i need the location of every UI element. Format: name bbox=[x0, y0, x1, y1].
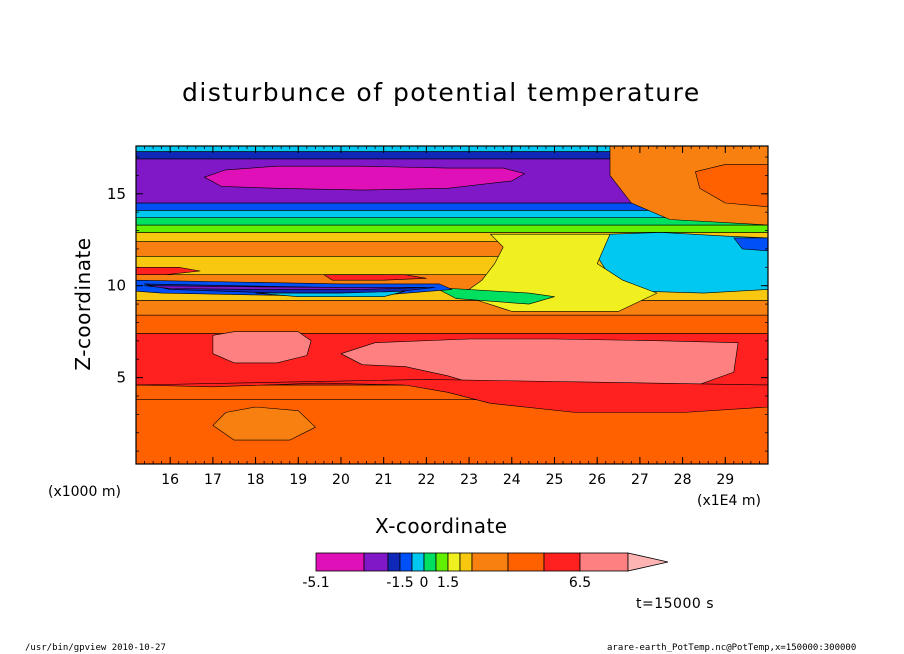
contour-patch-right-blue bbox=[733, 237, 768, 252]
colorbar: -5.1 -1.5 0 1.5 6.5 bbox=[302, 552, 669, 591]
colorbar-box-12 bbox=[579, 552, 629, 572]
x-tick-label-18: 18 bbox=[247, 472, 265, 488]
axis-ticks: 16 17 18 19 20 21 22 23 24 25 26 27 28 29 5 10 15 bbox=[107, 146, 769, 488]
footer-left: /usr/bin/gpview 2010-10-27 bbox=[25, 643, 166, 653]
x-tick-label-20: 20 bbox=[332, 472, 350, 488]
contour-band-3 bbox=[136, 314, 768, 334]
chart-title: disturbunce of potential temperature bbox=[182, 78, 701, 107]
x-axis-unit-left: (x1000 m) bbox=[48, 484, 121, 500]
contour-patch-upper-right-warm bbox=[695, 164, 768, 207]
contour-patch-left-red-strip bbox=[136, 266, 201, 276]
colorbar-box-5 bbox=[423, 552, 437, 572]
colorbar-box-6 bbox=[435, 552, 449, 572]
contour-patch-mid-green bbox=[434, 287, 555, 305]
contour-patch-mid-cyan-lens bbox=[255, 290, 406, 298]
x-tick-label-28: 28 bbox=[674, 472, 692, 488]
colorbar-label-0: -5.1 bbox=[302, 575, 329, 591]
colorbar-box-4 bbox=[411, 552, 425, 572]
colorbar-label-3: 1.5 bbox=[437, 575, 459, 591]
x-tick-label-26: 26 bbox=[588, 472, 606, 488]
x-tick-label-25: 25 bbox=[546, 472, 564, 488]
colorbar-label-4: 6.5 bbox=[569, 575, 591, 591]
x-tick-label-21: 21 bbox=[375, 472, 393, 488]
x-tick-label-19: 19 bbox=[289, 472, 307, 488]
colorbar-box-7 bbox=[447, 552, 461, 572]
contour-patch-lower-pink-left bbox=[212, 331, 312, 364]
contour-band-10 bbox=[136, 224, 768, 233]
colorbar-arrow bbox=[627, 552, 669, 572]
contour-field bbox=[136, 146, 768, 464]
colorbar-box-3 bbox=[399, 552, 413, 572]
time-label: t=15000 s bbox=[636, 596, 714, 612]
contour-patch-mid-purple-lens bbox=[144, 285, 427, 290]
colorbar-label-1: -1.5 bbox=[386, 575, 413, 591]
contour-patch-lower-red-step bbox=[136, 379, 768, 413]
contour-patch-upper-minimum bbox=[204, 165, 525, 191]
x-axis-unit-right: (x1E4 m) bbox=[697, 493, 761, 509]
x-axis-label: X-coordinate bbox=[375, 514, 508, 538]
colorbar-box-0 bbox=[315, 552, 365, 572]
footer-right: arare-earth_PotTemp.nc@PotTemp,x=150000:… bbox=[607, 643, 857, 653]
contour-band-4 bbox=[136, 300, 768, 316]
contour-patch-mid-red-strip bbox=[323, 274, 427, 281]
colorbar-box-2 bbox=[387, 552, 401, 572]
y-tick-label-5: 5 bbox=[116, 369, 126, 387]
colorbar-box-1 bbox=[363, 552, 389, 572]
colorbar-box-10 bbox=[507, 552, 545, 572]
colorbar-label-2: 0 bbox=[420, 575, 429, 591]
x-tick-label-24: 24 bbox=[503, 472, 521, 488]
x-tick-label-29: 29 bbox=[716, 472, 734, 488]
contour-patch-right-cyan bbox=[596, 232, 768, 294]
x-tick-label-22: 22 bbox=[417, 472, 435, 488]
x-tick-label-16: 16 bbox=[161, 472, 179, 488]
y-axis-label: Z-coordinate bbox=[71, 237, 95, 371]
x-tick-label-17: 17 bbox=[204, 472, 222, 488]
x-tick-label-23: 23 bbox=[460, 472, 478, 488]
colorbar-box-9 bbox=[471, 552, 509, 572]
colorbar-box-8 bbox=[459, 552, 473, 572]
x-tick-label-27: 27 bbox=[631, 472, 649, 488]
y-tick-label-10: 10 bbox=[107, 277, 126, 295]
colorbar-box-11 bbox=[543, 552, 581, 572]
contour-patch-lower-orange-blob bbox=[212, 406, 316, 441]
y-tick-label-15: 15 bbox=[107, 185, 126, 203]
